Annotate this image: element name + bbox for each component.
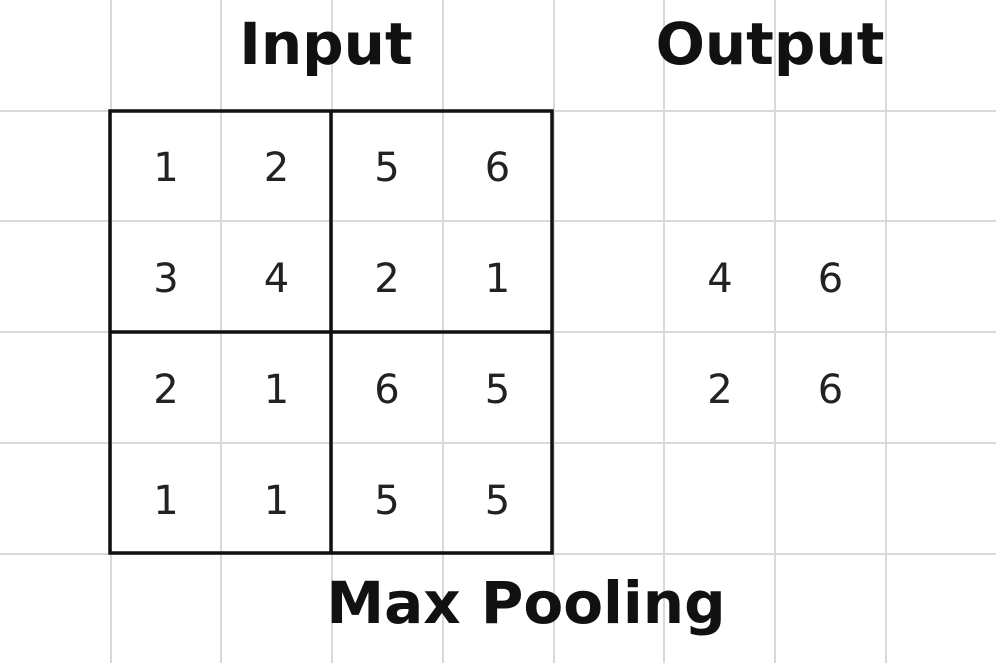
output-cell: 2 <box>707 367 732 413</box>
output-cell: 4 <box>707 256 732 302</box>
input-cell: 3 <box>153 256 178 302</box>
input-cell: 2 <box>153 367 178 413</box>
input-cell: 2 <box>374 256 399 302</box>
input-title: Input <box>239 10 412 78</box>
input-cell: 4 <box>264 256 289 302</box>
input-cell: 1 <box>485 256 510 302</box>
input-cell: 6 <box>485 145 510 191</box>
input-cell: 5 <box>485 478 510 524</box>
output-cell: 6 <box>818 256 843 302</box>
input-cell: 1 <box>153 145 178 191</box>
input-cell: 6 <box>374 367 399 413</box>
output-title: Output <box>656 10 885 78</box>
max-pooling-caption: Max Pooling <box>326 569 725 637</box>
input-cell: 1 <box>153 478 178 524</box>
input-cell: 5 <box>485 367 510 413</box>
input-cell: 5 <box>374 478 399 524</box>
output-cell: 6 <box>818 367 843 413</box>
input-cell: 1 <box>264 478 289 524</box>
input-cell: 5 <box>374 145 399 191</box>
input-cell: 2 <box>264 145 289 191</box>
input-cell: 1 <box>264 367 289 413</box>
input-pooling-box <box>108 109 554 555</box>
output-matrix: 4 6 2 6 <box>707 256 843 413</box>
input-matrix: 1 2 5 6 3 4 2 1 2 1 6 5 1 1 5 5 <box>153 145 510 524</box>
